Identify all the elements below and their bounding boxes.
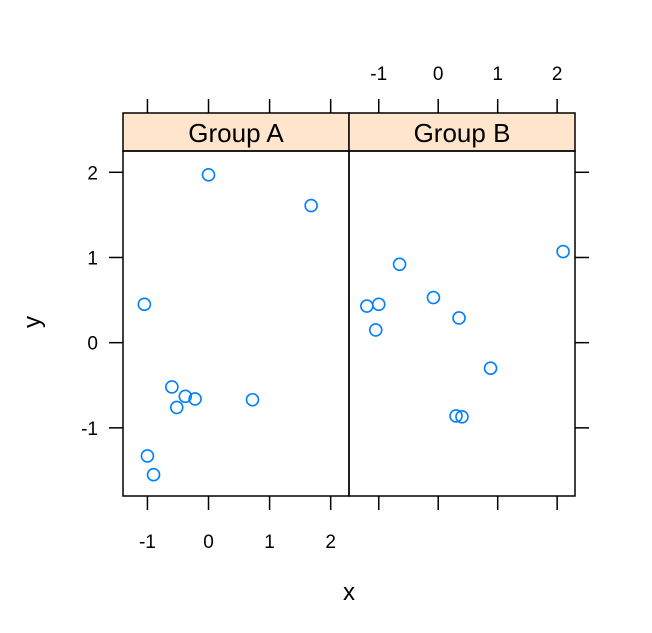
point-group-a-6 <box>188 392 202 406</box>
point-group-a-9 <box>140 449 155 463</box>
strip-group-a <box>122 112 350 152</box>
x-tick-label-bottom-group-a-2: 2 <box>325 532 336 553</box>
x-tick-label-bottom-group-a-1: 1 <box>264 532 275 553</box>
point-group-b-8 <box>449 409 463 423</box>
point-group-b-6 <box>452 311 466 325</box>
point-group-a-7 <box>169 400 184 415</box>
point-group-a-2 <box>304 198 318 213</box>
x-axis-title: x <box>343 579 355 606</box>
panel-group-b: Group B <box>348 112 576 497</box>
point-group-a-4 <box>165 380 179 394</box>
panel-frame-group-a <box>122 150 350 497</box>
x-tick-label-top-group-b-0: 0 <box>433 64 444 85</box>
point-group-b-1 <box>360 299 374 313</box>
x-axis-top: -1 0 1 2 <box>146 64 563 113</box>
x-tick-label-top-group-b-1: 1 <box>492 64 503 85</box>
point-group-a-3 <box>137 297 152 312</box>
x-tick-label-bottom-group-a--1: -1 <box>139 532 156 553</box>
panel-group-a: Group A <box>122 112 350 497</box>
panel-frame-group-b <box>348 150 576 497</box>
x-tick-label-bottom-group-a-0: 0 <box>203 532 214 553</box>
x-tick-label-top-group-b-2: 2 <box>552 64 563 85</box>
x-tick-label-top-group-b--1: -1 <box>370 64 387 85</box>
points-group-b <box>360 244 570 424</box>
point-group-b-5 <box>426 290 441 305</box>
y-tick-label-2: 2 <box>87 163 98 184</box>
point-group-b-9 <box>455 409 469 424</box>
y-axis-title: y <box>19 316 46 328</box>
y-axis-left: -1 0 1 2 <box>81 163 123 440</box>
points-group-a <box>137 168 318 482</box>
strip-label-group-b: Group B <box>414 118 511 148</box>
strip-label-group-a: Group A <box>188 118 284 148</box>
point-group-a-5 <box>178 389 193 404</box>
y-tick-label-1: 1 <box>87 248 98 269</box>
point-group-a-10 <box>146 467 161 482</box>
y-tick-label--1: -1 <box>81 419 98 440</box>
point-group-b-10 <box>556 244 570 259</box>
y-tick-label-0: 0 <box>87 334 98 355</box>
point-group-b-4 <box>392 257 407 272</box>
point-group-b-7 <box>483 361 498 376</box>
x-axis-bottom: -1 0 1 2 <box>139 496 558 553</box>
point-group-b-2 <box>371 297 386 312</box>
point-group-b-3 <box>368 323 383 337</box>
point-group-a-1 <box>201 168 216 182</box>
point-group-a-8 <box>245 392 260 407</box>
y-axis-right <box>575 171 589 429</box>
